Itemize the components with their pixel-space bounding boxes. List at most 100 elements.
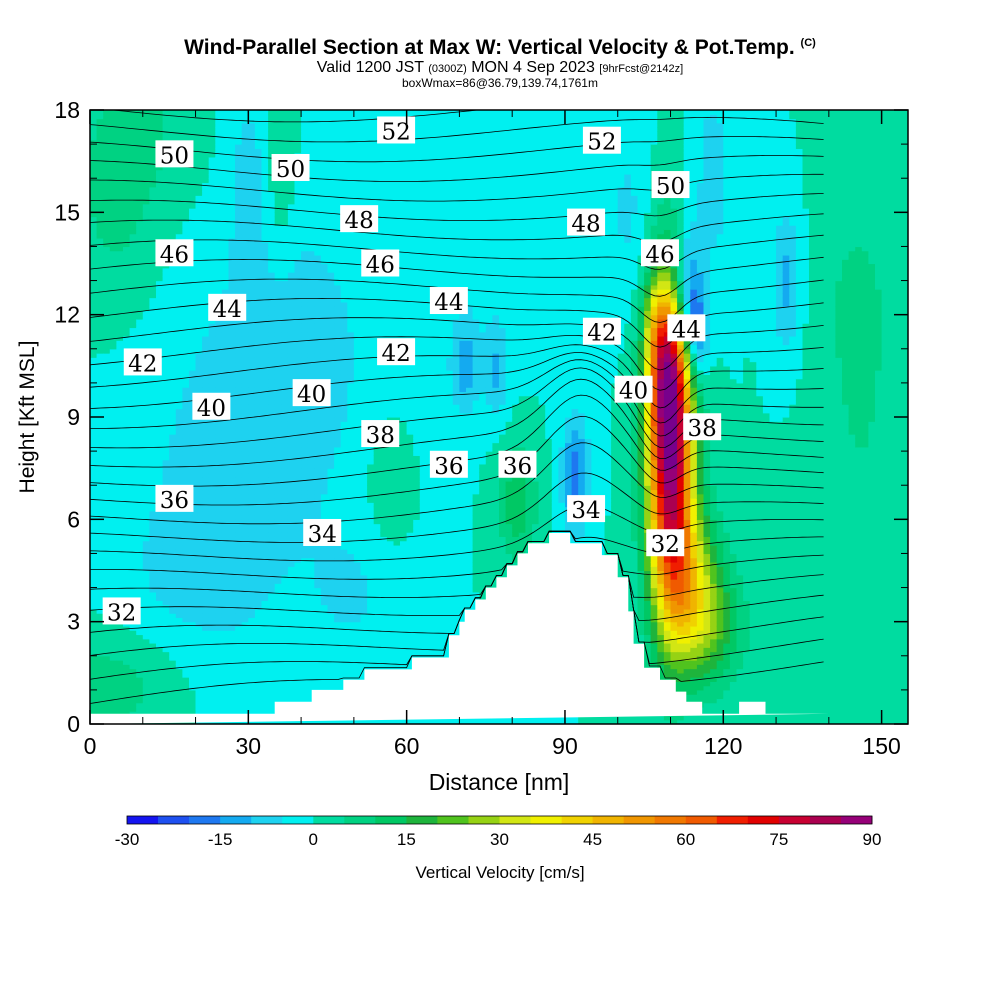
theta-label-box xyxy=(377,338,416,366)
theta-label-box xyxy=(582,126,621,154)
colorbar-tick-label: 75 xyxy=(769,830,788,849)
theta-label-box xyxy=(667,314,706,342)
theta-label: 42 xyxy=(582,317,621,347)
theta-contour-line xyxy=(90,155,824,182)
theta-label-text: 36 xyxy=(160,488,189,514)
colorbar-swatch xyxy=(685,816,718,824)
theta-contour-line xyxy=(90,335,824,391)
theta-label-box xyxy=(361,249,400,277)
theta-label-text: 42 xyxy=(128,351,157,377)
theta-label: 46 xyxy=(640,239,679,268)
colorbar-swatch xyxy=(437,816,469,824)
theta-contour-line xyxy=(90,256,824,297)
theta-label-text: 50 xyxy=(160,143,189,169)
theta-label-box xyxy=(640,239,679,267)
theta-label: 38 xyxy=(683,413,722,442)
theta-label-text: 48 xyxy=(571,212,600,238)
theta-contour-line xyxy=(108,110,482,123)
theta-label-box xyxy=(582,317,621,345)
colorbar-tick-label: 30 xyxy=(490,830,509,849)
colorbar-tick-label: 60 xyxy=(676,830,695,849)
theta-contour-line xyxy=(90,116,824,143)
theta-label-box xyxy=(340,205,379,233)
theta-label-text: 42 xyxy=(587,321,616,347)
theta-label-box xyxy=(377,116,416,144)
theta-label: 36 xyxy=(155,484,194,514)
colorbar-swatch xyxy=(282,816,314,824)
theta-label-text: 44 xyxy=(672,317,701,343)
theta-contour-line xyxy=(90,442,824,525)
theta-label-text: 36 xyxy=(434,454,463,480)
theta-label: 44 xyxy=(208,293,247,323)
copyright-mark: (C) xyxy=(800,37,816,49)
theta-label-text: 38 xyxy=(688,416,717,442)
colorbar-swatch xyxy=(747,816,780,824)
y-tick-label: 18 xyxy=(54,97,80,123)
theta-label-text: 38 xyxy=(366,423,395,449)
theta-label-text: 52 xyxy=(381,119,410,145)
theta-label: 50 xyxy=(651,171,690,200)
theta-label-box xyxy=(683,413,722,441)
theta-label: 44 xyxy=(429,287,468,316)
theta-label-text: 46 xyxy=(160,242,189,268)
colorbar-swatch xyxy=(654,816,687,824)
y-tick-label: 9 xyxy=(67,404,80,430)
theta-contour-line xyxy=(90,504,824,562)
theta-label-box xyxy=(498,450,537,478)
theta-label-text: 32 xyxy=(107,600,136,626)
theta-contour-line xyxy=(90,530,824,634)
x-tick-label: 90 xyxy=(552,733,578,759)
colorbar-swatch xyxy=(499,816,531,824)
theta-label: 42 xyxy=(123,348,162,377)
colorbar-tick-label: -15 xyxy=(208,830,233,849)
theta-contour-line xyxy=(90,530,824,598)
theta-label: 32 xyxy=(646,529,685,558)
theta-label: 48 xyxy=(340,205,379,234)
theta-label-box xyxy=(155,239,194,267)
colorbar-swatch xyxy=(375,816,407,824)
theta-label: 36 xyxy=(429,450,468,480)
theta-contour-line xyxy=(90,234,824,270)
y-axis-label: Height [Kft MSL] xyxy=(16,341,39,494)
theta-label: 48 xyxy=(567,208,606,238)
theta-contour-line xyxy=(90,359,824,437)
theta-label: 46 xyxy=(361,249,400,279)
theta-label: 34 xyxy=(567,495,606,524)
x-axis-label: Distance [nm] xyxy=(429,769,570,795)
theta-label-text: 40 xyxy=(619,379,648,405)
colorbar-swatch xyxy=(809,816,842,824)
theta-contour-line xyxy=(90,472,824,543)
colorbar-swatch xyxy=(592,816,624,824)
terrain xyxy=(90,533,829,724)
theta-label: 32 xyxy=(102,597,141,626)
theta-label-box xyxy=(567,495,606,523)
theta-label-text: 50 xyxy=(276,157,305,183)
theta-contour-line xyxy=(90,136,824,163)
theta-label: 40 xyxy=(614,375,653,405)
colorbar-tick-label: 90 xyxy=(863,830,882,849)
colorbar-tick-label: 45 xyxy=(583,830,602,849)
colorbar-swatch xyxy=(778,816,811,824)
theta-label: 40 xyxy=(292,379,331,408)
colorbar-swatch xyxy=(189,816,221,824)
chart-title: Wind-Parallel Section at Max W: Vertical… xyxy=(184,36,816,59)
theta-label-box xyxy=(102,597,141,625)
theta-label-box xyxy=(429,287,468,315)
theta-label-box xyxy=(303,518,342,546)
colorbar-swatch xyxy=(344,816,376,824)
theta-label-text: 34 xyxy=(571,498,600,524)
theta-label-box xyxy=(651,171,690,199)
theta-contour-line xyxy=(90,530,824,580)
x-tick-label: 120 xyxy=(704,733,742,759)
theta-label: 34 xyxy=(303,518,342,548)
colorbar-tick-label: 15 xyxy=(397,830,416,849)
valid-time: Valid 1200 JST (0300Z) MON 4 Sep 2023 [9… xyxy=(316,59,684,76)
x-tick-label: 30 xyxy=(236,733,262,759)
colorbar-swatch xyxy=(716,816,749,824)
theta-label-box xyxy=(208,293,247,321)
box-info: boxWmax=86@36.79,139.74,1761m xyxy=(402,76,598,90)
theta-label-box xyxy=(155,484,194,512)
colorbar-swatch xyxy=(220,816,252,824)
theta-label-box xyxy=(155,140,194,168)
